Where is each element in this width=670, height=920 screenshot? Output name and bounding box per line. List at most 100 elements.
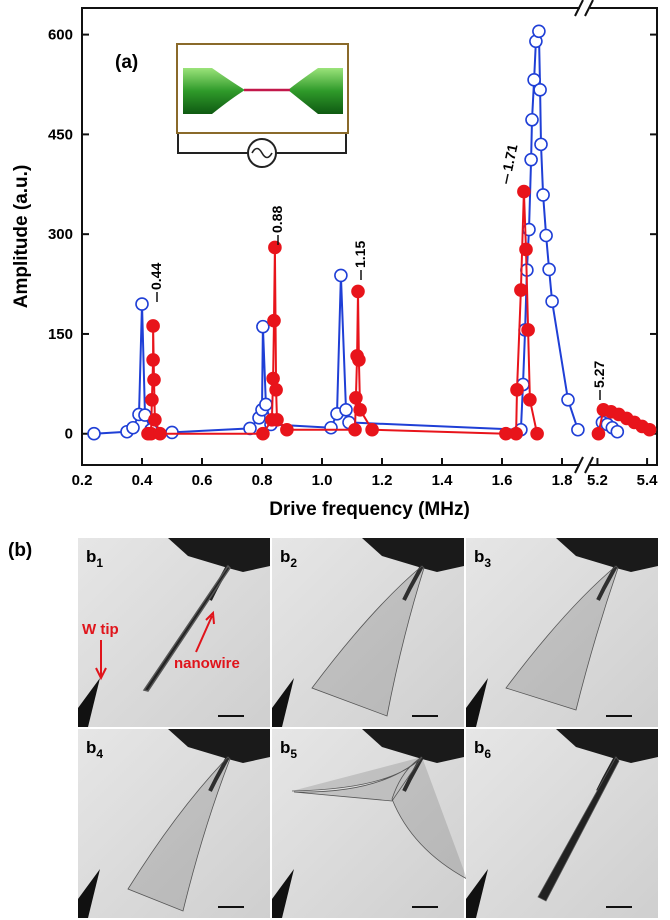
data-point [561,393,575,407]
x-tick-label: 1.0 [312,472,333,489]
w-tip [466,678,488,727]
panel-label: (a) [115,52,138,73]
data-point [365,422,379,437]
data-point [126,420,140,435]
data-point [153,426,167,441]
data-point [353,402,367,417]
nanowire [127,756,231,912]
nanowire [537,756,620,902]
axis-break [584,456,594,474]
axis-break [584,0,594,17]
data-point [523,393,537,407]
label-main: b [280,547,290,566]
x-tick-label: 1.6 [492,472,513,489]
data-point [514,283,528,297]
panel-label: (b) [8,540,32,561]
micrograph-label: b6 [474,738,491,761]
micrograph: b2 [272,538,464,727]
data-point [533,83,547,97]
data-point [165,425,179,440]
micrograph: b3 [466,538,658,727]
w-tip [78,869,100,918]
data-point [348,422,362,437]
y-tick-label: 600 [48,27,73,44]
data-point [536,188,550,202]
callout: W tip [82,621,119,638]
data-point [267,313,281,328]
data-point [642,422,657,437]
x-tick-label: 0.2 [72,472,93,489]
data-point [545,294,559,309]
data-point [268,240,282,255]
data-point [521,323,535,337]
nanowire [505,565,619,711]
label-sub: 6 [484,747,491,761]
label-main: b [474,738,484,757]
data-point [334,268,348,283]
x-tick-label: 0.8 [252,472,273,489]
w-tip [272,678,294,727]
data-point [146,319,160,333]
w-tip [78,678,100,727]
nanowire-trace [402,565,424,601]
micrograph: b4 [78,729,270,918]
inset-schematic [176,43,349,168]
data-point [525,112,539,127]
axis-frame [81,7,658,466]
data-point [147,373,161,387]
data-point [280,422,294,437]
micrograph-label: b3 [474,547,491,570]
specimen-holder [168,538,270,572]
label-main: b [280,738,290,757]
y-tick-label: 150 [48,326,73,343]
label-sub: 4 [96,747,103,761]
peak-annotation: 5.27 [591,361,607,388]
x-tick-label: 1.2 [372,472,393,489]
nanowire-trace [208,756,230,792]
axis-break [574,0,584,17]
callout: nanowire [174,655,240,672]
y-tick-label: 0 [65,426,73,443]
data-point [351,284,365,299]
label-main: b [474,547,484,566]
specimen-holder [362,729,464,763]
data-point [591,426,606,441]
specimen-holder [362,538,464,572]
data-point [145,393,159,407]
data-point [269,383,283,397]
data-point [534,137,548,152]
w-tip [272,869,294,918]
nanowire [142,564,231,692]
peak-annotation: 1.15 [352,241,368,268]
specimen-holder [168,729,270,763]
micrograph-label: b2 [280,547,297,570]
data-point [256,426,270,441]
data-point [87,426,101,441]
data-point [527,73,541,87]
data-point [539,228,553,243]
x-tick-label: 0.6 [192,472,213,489]
micrograph-label: b4 [86,738,103,761]
peak-annotation: 1.71 [499,142,520,172]
x-tick-label: 1.4 [432,472,454,489]
data-point [542,262,556,277]
y-tick-label: 300 [48,226,73,243]
x-tick-label: 5.2 [587,472,608,489]
x-tick-label: 5.4 [637,472,659,489]
nanowire [311,565,425,717]
specimen-holder [556,729,658,763]
data-point [519,242,533,257]
data-point [352,353,366,367]
y-axis-title: Amplitude (a.u.) [11,165,32,309]
axis-break [574,456,584,474]
x-axis-title: Drive frequency (MHz) [269,499,470,520]
nanowire-trace [596,565,618,601]
data-point [524,152,538,167]
data-point [349,391,363,405]
data-point [256,319,270,334]
micrograph: b1 [78,538,270,727]
nanowire [291,756,468,880]
callout-arrow [195,610,215,653]
micrograph: b5 [272,729,468,918]
data-point [510,383,524,397]
